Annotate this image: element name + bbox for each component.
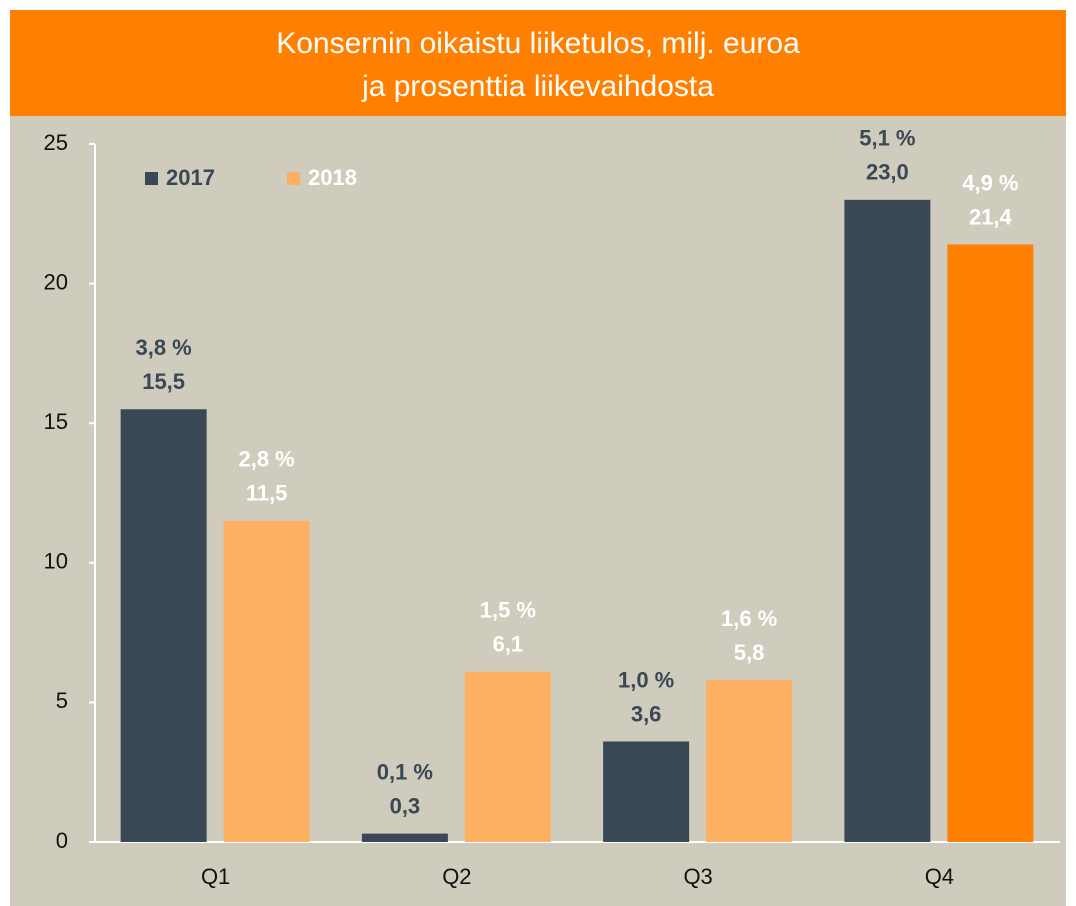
percent-label: 1,6 % xyxy=(721,606,777,631)
percent-label: 3,8 % xyxy=(135,335,191,360)
bar xyxy=(223,520,310,842)
y-tick-label: 10 xyxy=(44,549,68,574)
y-tick-label: 0 xyxy=(56,828,68,853)
chart-title: ja prosenttia liikevaihdosta xyxy=(361,70,714,103)
data-label: 21,4 xyxy=(969,204,1013,229)
bar xyxy=(947,244,1034,843)
chart-title: Konsernin oikaistu liiketulos, milj. eur… xyxy=(276,27,800,60)
bar xyxy=(706,680,793,842)
y-tick-label: 20 xyxy=(44,269,68,294)
y-tick-label: 25 xyxy=(44,130,68,155)
bar xyxy=(361,833,448,842)
y-tick-label: 15 xyxy=(44,409,68,434)
bar xyxy=(603,741,690,842)
percent-label: 0,1 % xyxy=(377,759,433,784)
data-label: 0,3 xyxy=(390,793,421,818)
y-tick-label: 5 xyxy=(56,688,68,713)
data-label: 11,5 xyxy=(246,481,288,506)
bar xyxy=(844,199,931,843)
legend-swatch xyxy=(145,172,158,185)
data-label: 23,0 xyxy=(866,160,909,185)
percent-label: 2,8 % xyxy=(238,447,294,472)
title-band xyxy=(10,10,1066,116)
percent-label: 5,1 % xyxy=(859,126,915,151)
bar xyxy=(120,409,207,842)
data-label: 3,6 xyxy=(631,701,662,726)
x-tick-label: Q4 xyxy=(925,864,954,889)
percent-label: 1,0 % xyxy=(618,667,674,692)
legend-label: 2018 xyxy=(308,165,357,190)
x-tick-label: Q2 xyxy=(442,864,471,889)
legend-swatch xyxy=(287,172,300,185)
data-label: 5,8 xyxy=(734,640,765,665)
percent-label: 1,5 % xyxy=(480,598,536,623)
data-label: 6,1 xyxy=(493,632,524,657)
data-label: 15,5 xyxy=(142,369,185,394)
legend-label: 2017 xyxy=(166,165,215,190)
x-tick-label: Q3 xyxy=(683,864,712,889)
percent-label: 4,9 % xyxy=(962,170,1018,195)
bar xyxy=(464,671,551,842)
x-tick-label: Q1 xyxy=(201,864,230,889)
